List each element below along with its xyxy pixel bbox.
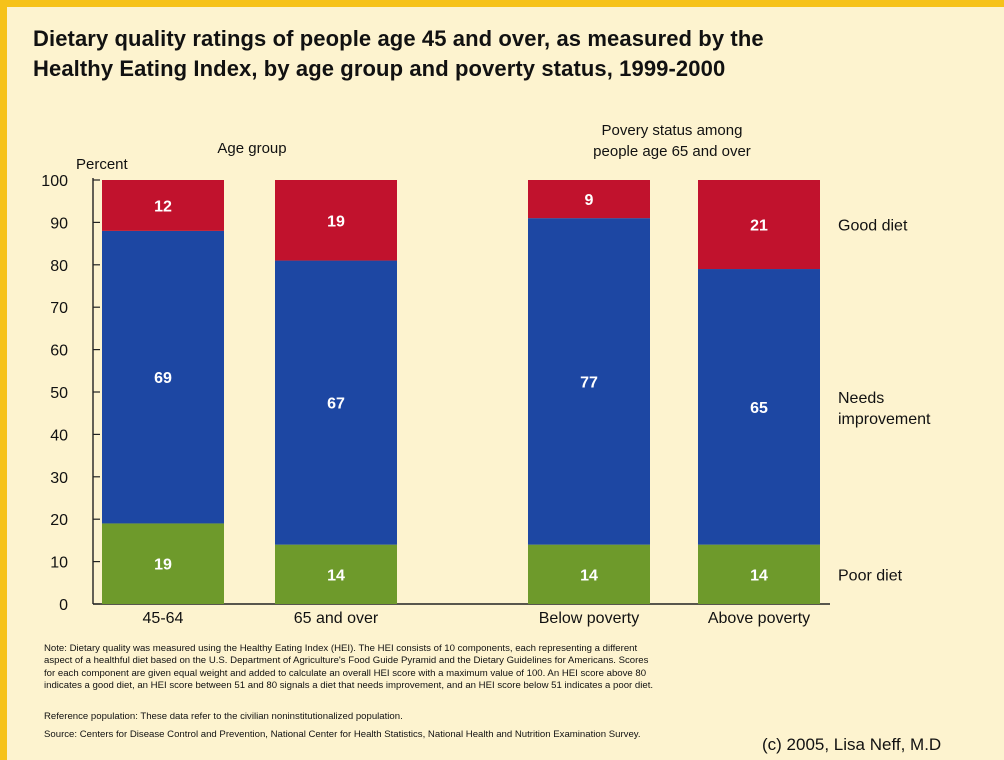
y-tick-label: 100: [41, 173, 68, 190]
bar-segment: [698, 269, 820, 545]
legend-label: Poor diet: [838, 567, 903, 584]
data-label: 77: [580, 374, 598, 391]
data-label: 9: [585, 192, 594, 209]
copyright-credit: (c) 2005, Lisa Neff, M.D: [762, 735, 942, 754]
data-label: 12: [154, 198, 172, 215]
bar-segment: [528, 544, 650, 604]
data-label: 19: [327, 213, 345, 230]
bar-segment: [275, 180, 397, 261]
group-title: Age group: [217, 140, 286, 157]
legend-label: Good diet: [838, 218, 908, 235]
legend-label: improvement: [838, 411, 931, 428]
y-axis-title: Percent: [76, 156, 129, 173]
x-tick-label: Above poverty: [708, 610, 810, 627]
data-label: 67: [327, 396, 345, 413]
bar-segment: [698, 544, 820, 604]
bar-segment: [102, 180, 224, 231]
bar-segment: [528, 218, 650, 545]
reference-population-text: Reference population: These data refer t…: [44, 711, 403, 722]
bar-segment: [102, 523, 224, 604]
x-tick-label: Below poverty: [539, 610, 640, 627]
stacked-bar-chart: 0 10 20 30 40 50 60 70 80 90 100 Percent Age group Po…: [41, 122, 931, 627]
note-line: aspect of a healthful diet based on the …: [44, 655, 649, 667]
bar-segment: [102, 230, 224, 524]
group-title: Povery status among: [602, 122, 743, 139]
y-tick-label: 40: [50, 427, 68, 444]
y-tick-label: 70: [50, 300, 68, 317]
y-tick-label: 10: [50, 555, 68, 572]
legend-label: Needs: [838, 390, 884, 407]
x-tick-label: 65 and over: [294, 610, 379, 627]
data-label: 19: [154, 557, 172, 574]
note-line: for each component are given equal weigh…: [44, 667, 647, 679]
note-text: Note: Dietary quality was measured using…: [44, 643, 964, 693]
note-line: Note: Dietary quality was measured using…: [44, 643, 638, 654]
y-tick-label: 30: [50, 470, 68, 487]
chart-title-line-1: Dietary quality ratings of people age 45…: [33, 26, 764, 51]
group-title: people age 65 and over: [593, 143, 751, 160]
y-tick-label: 90: [50, 215, 68, 232]
bar-segment: [698, 180, 820, 270]
data-label: 69: [154, 370, 172, 387]
bar-segment: [275, 544, 397, 604]
x-tick-label: 45-64: [143, 610, 184, 627]
source-text: Source: Centers for Disease Control and …: [44, 729, 641, 740]
bar-segment: [275, 260, 397, 545]
data-label: 21: [750, 218, 768, 235]
y-tick-label: 20: [50, 512, 68, 529]
data-label: 14: [580, 567, 598, 584]
y-tick-label: 50: [50, 385, 68, 402]
chart-title-line-2: Healthy Eating Index, by age group and p…: [33, 56, 726, 81]
data-label: 14: [750, 567, 768, 584]
data-label: 14: [327, 567, 345, 584]
note-line: indicates a good diet, an HEI score betw…: [44, 680, 654, 692]
bar-segment: [528, 180, 650, 219]
y-tick-label: 60: [50, 343, 68, 360]
y-tick-label: 80: [50, 258, 68, 275]
data-label: 65: [750, 400, 768, 417]
y-tick-label: 0: [59, 597, 68, 614]
